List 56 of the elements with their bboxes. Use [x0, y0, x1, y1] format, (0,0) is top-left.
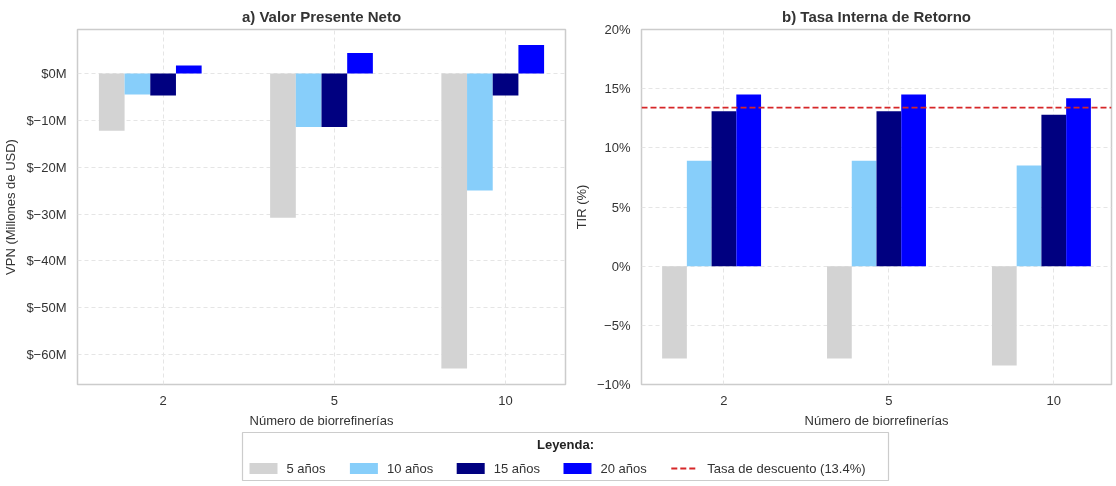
bar [736, 94, 762, 267]
y-tick-label: 20% [604, 22, 631, 37]
bar [441, 73, 468, 369]
legend-label: 10 años [386, 461, 434, 476]
legend-title: Leyenda: [536, 437, 595, 452]
bar [901, 94, 926, 267]
x-tick-label: 2 [159, 392, 167, 408]
chart-title: a) Valor Presente Neto [241, 7, 402, 25]
x-tick-label: 5 [885, 392, 893, 408]
bar [686, 160, 712, 267]
bar [662, 266, 687, 359]
bar [851, 160, 877, 267]
legend-label: 15 años [493, 461, 541, 476]
y-axis-title: VPN (Millones de USD) [3, 139, 19, 275]
bar [492, 73, 519, 96]
y-tick-label: −10% [596, 377, 631, 392]
legend-label: Tasa de descuento (13.4%) [707, 461, 866, 476]
bar [827, 266, 852, 359]
bar [1041, 114, 1067, 267]
x-axis-title: Número de biorrefinerías [804, 412, 949, 428]
bar [295, 73, 322, 127]
x-tick-label: 5 [330, 392, 338, 408]
chart-title: b) Tasa Interna de Retorno [782, 7, 971, 25]
y-tick-label: $−60M [26, 347, 67, 363]
bar [321, 73, 348, 127]
y-tick-label: $−30M [26, 206, 67, 222]
x-axis-title: Número de biorrefinerías [249, 412, 394, 428]
x-tick-label: 10 [498, 392, 513, 408]
bar [1016, 165, 1042, 267]
bar [991, 266, 1017, 366]
legend-label: 20 años [600, 461, 648, 476]
y-tick-label: 5% [611, 199, 631, 215]
y-tick-label: 0% [611, 258, 631, 274]
bar [467, 73, 493, 191]
bar [347, 52, 373, 74]
y-tick-label: 15% [604, 81, 631, 97]
x-tick-label: 10 [1046, 392, 1062, 408]
bar [270, 73, 296, 218]
y-tick-label: $0M [41, 66, 67, 82]
bar [518, 44, 545, 74]
x-tick-label: 2 [720, 392, 728, 408]
y-tick-label: −5% [604, 317, 631, 333]
y-tick-label: $−10M [26, 112, 67, 128]
bar [175, 65, 202, 74]
y-tick-label: $−50M [26, 300, 67, 316]
bar [711, 111, 737, 267]
bar [150, 73, 176, 96]
y-tick-label: $−40M [26, 253, 67, 269]
bar [1066, 98, 1091, 267]
y-axis-title: TIR (%) [573, 184, 589, 230]
legend-label: 5 años [286, 461, 327, 476]
bar [124, 73, 151, 95]
bar [876, 111, 902, 267]
y-tick-label: $−20M [26, 159, 67, 175]
bar [98, 73, 125, 131]
y-tick-label: 10% [604, 140, 631, 156]
